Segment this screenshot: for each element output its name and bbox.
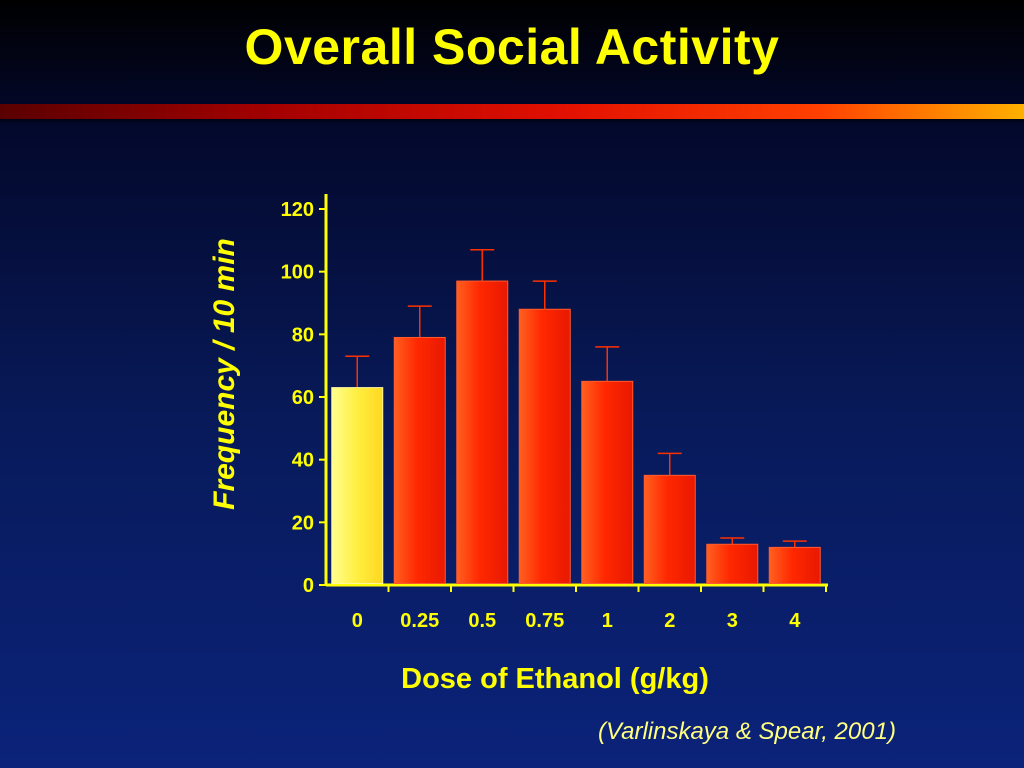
y-tick-label: 20: [292, 512, 314, 534]
bar-dose-0.25: [393, 336, 446, 585]
bar-dose-0.5: [456, 280, 509, 584]
bar-dose-1: [581, 380, 634, 585]
x-tick-label: 3: [727, 610, 738, 632]
slide-title: Overall Social Activity: [244, 19, 780, 75]
bar-dose-0.75: [518, 308, 571, 584]
x-tick-label: 0: [352, 610, 363, 632]
x-tick-label: 0.5: [468, 610, 496, 632]
x-tick-label: 1: [602, 610, 613, 632]
y-tick-label: 60: [292, 387, 314, 409]
y-axis-title: Frequency / 10 min: [208, 238, 241, 510]
y-tick-label: 120: [281, 199, 314, 221]
title-divider: [0, 104, 1024, 119]
bar-dose-0: [331, 387, 384, 584]
x-axis-title: Dose of Ethanol (g/kg): [401, 663, 709, 695]
bar-dose-2: [643, 474, 696, 585]
y-tick-label: 40: [292, 450, 314, 472]
x-tick-label: 0.25: [400, 610, 439, 632]
x-tick-label: 4: [789, 610, 801, 632]
y-tick-label: 0: [303, 575, 314, 597]
x-tick-label: 2: [664, 610, 675, 632]
citation-text: (Varlinskaya & Spear, 2001): [598, 718, 896, 745]
y-tick-label: 80: [292, 324, 314, 346]
x-tick-label: 0.75: [525, 610, 564, 632]
y-tick-label: 100: [281, 262, 314, 284]
bar-dose-4: [768, 546, 821, 585]
bar-dose-3: [706, 543, 759, 584]
